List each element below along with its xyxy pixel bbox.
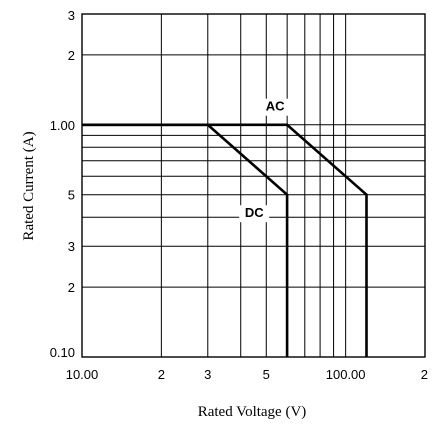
- x-tick-label: 3: [204, 367, 211, 382]
- data-curves: [82, 123, 368, 357]
- y-tick-labels: 0.10 2 3 5 1.00 2 3: [50, 8, 75, 360]
- ac-series-line: [82, 123, 368, 357]
- x-tick-label: 5: [263, 367, 270, 382]
- y-tick-label: 2: [68, 280, 75, 295]
- ac-series-label: AC: [266, 99, 285, 114]
- dc-label-background: [239, 205, 270, 223]
- y-tick-label: 5: [68, 188, 75, 203]
- x-axis-label: Rated Voltage (V): [198, 404, 307, 420]
- y-tick-label: 1.00: [50, 118, 75, 133]
- x-tick-label: 10.00: [66, 367, 99, 382]
- x-tick-label: 2: [158, 367, 165, 382]
- dc-series-label: DC: [245, 205, 264, 220]
- plot-frame: [81, 13, 426, 358]
- y-tick-label: 3: [68, 8, 75, 23]
- x-tick-labels: 10.00 2 3 5 100.00 2: [66, 367, 428, 382]
- y-tick-label: 3: [68, 239, 75, 254]
- dc-series-line: [82, 123, 289, 357]
- grid-lines: [81, 13, 426, 358]
- ac-label-background: [260, 98, 291, 116]
- y-tick-label: 2: [68, 48, 75, 63]
- series-labels: AC DC: [239, 98, 291, 223]
- x-tick-label: 2: [421, 367, 428, 382]
- y-axis-label: Rated Current (A): [21, 131, 37, 240]
- x-tick-label: 100.00: [326, 367, 366, 382]
- y-tick-label: 0.10: [50, 345, 75, 360]
